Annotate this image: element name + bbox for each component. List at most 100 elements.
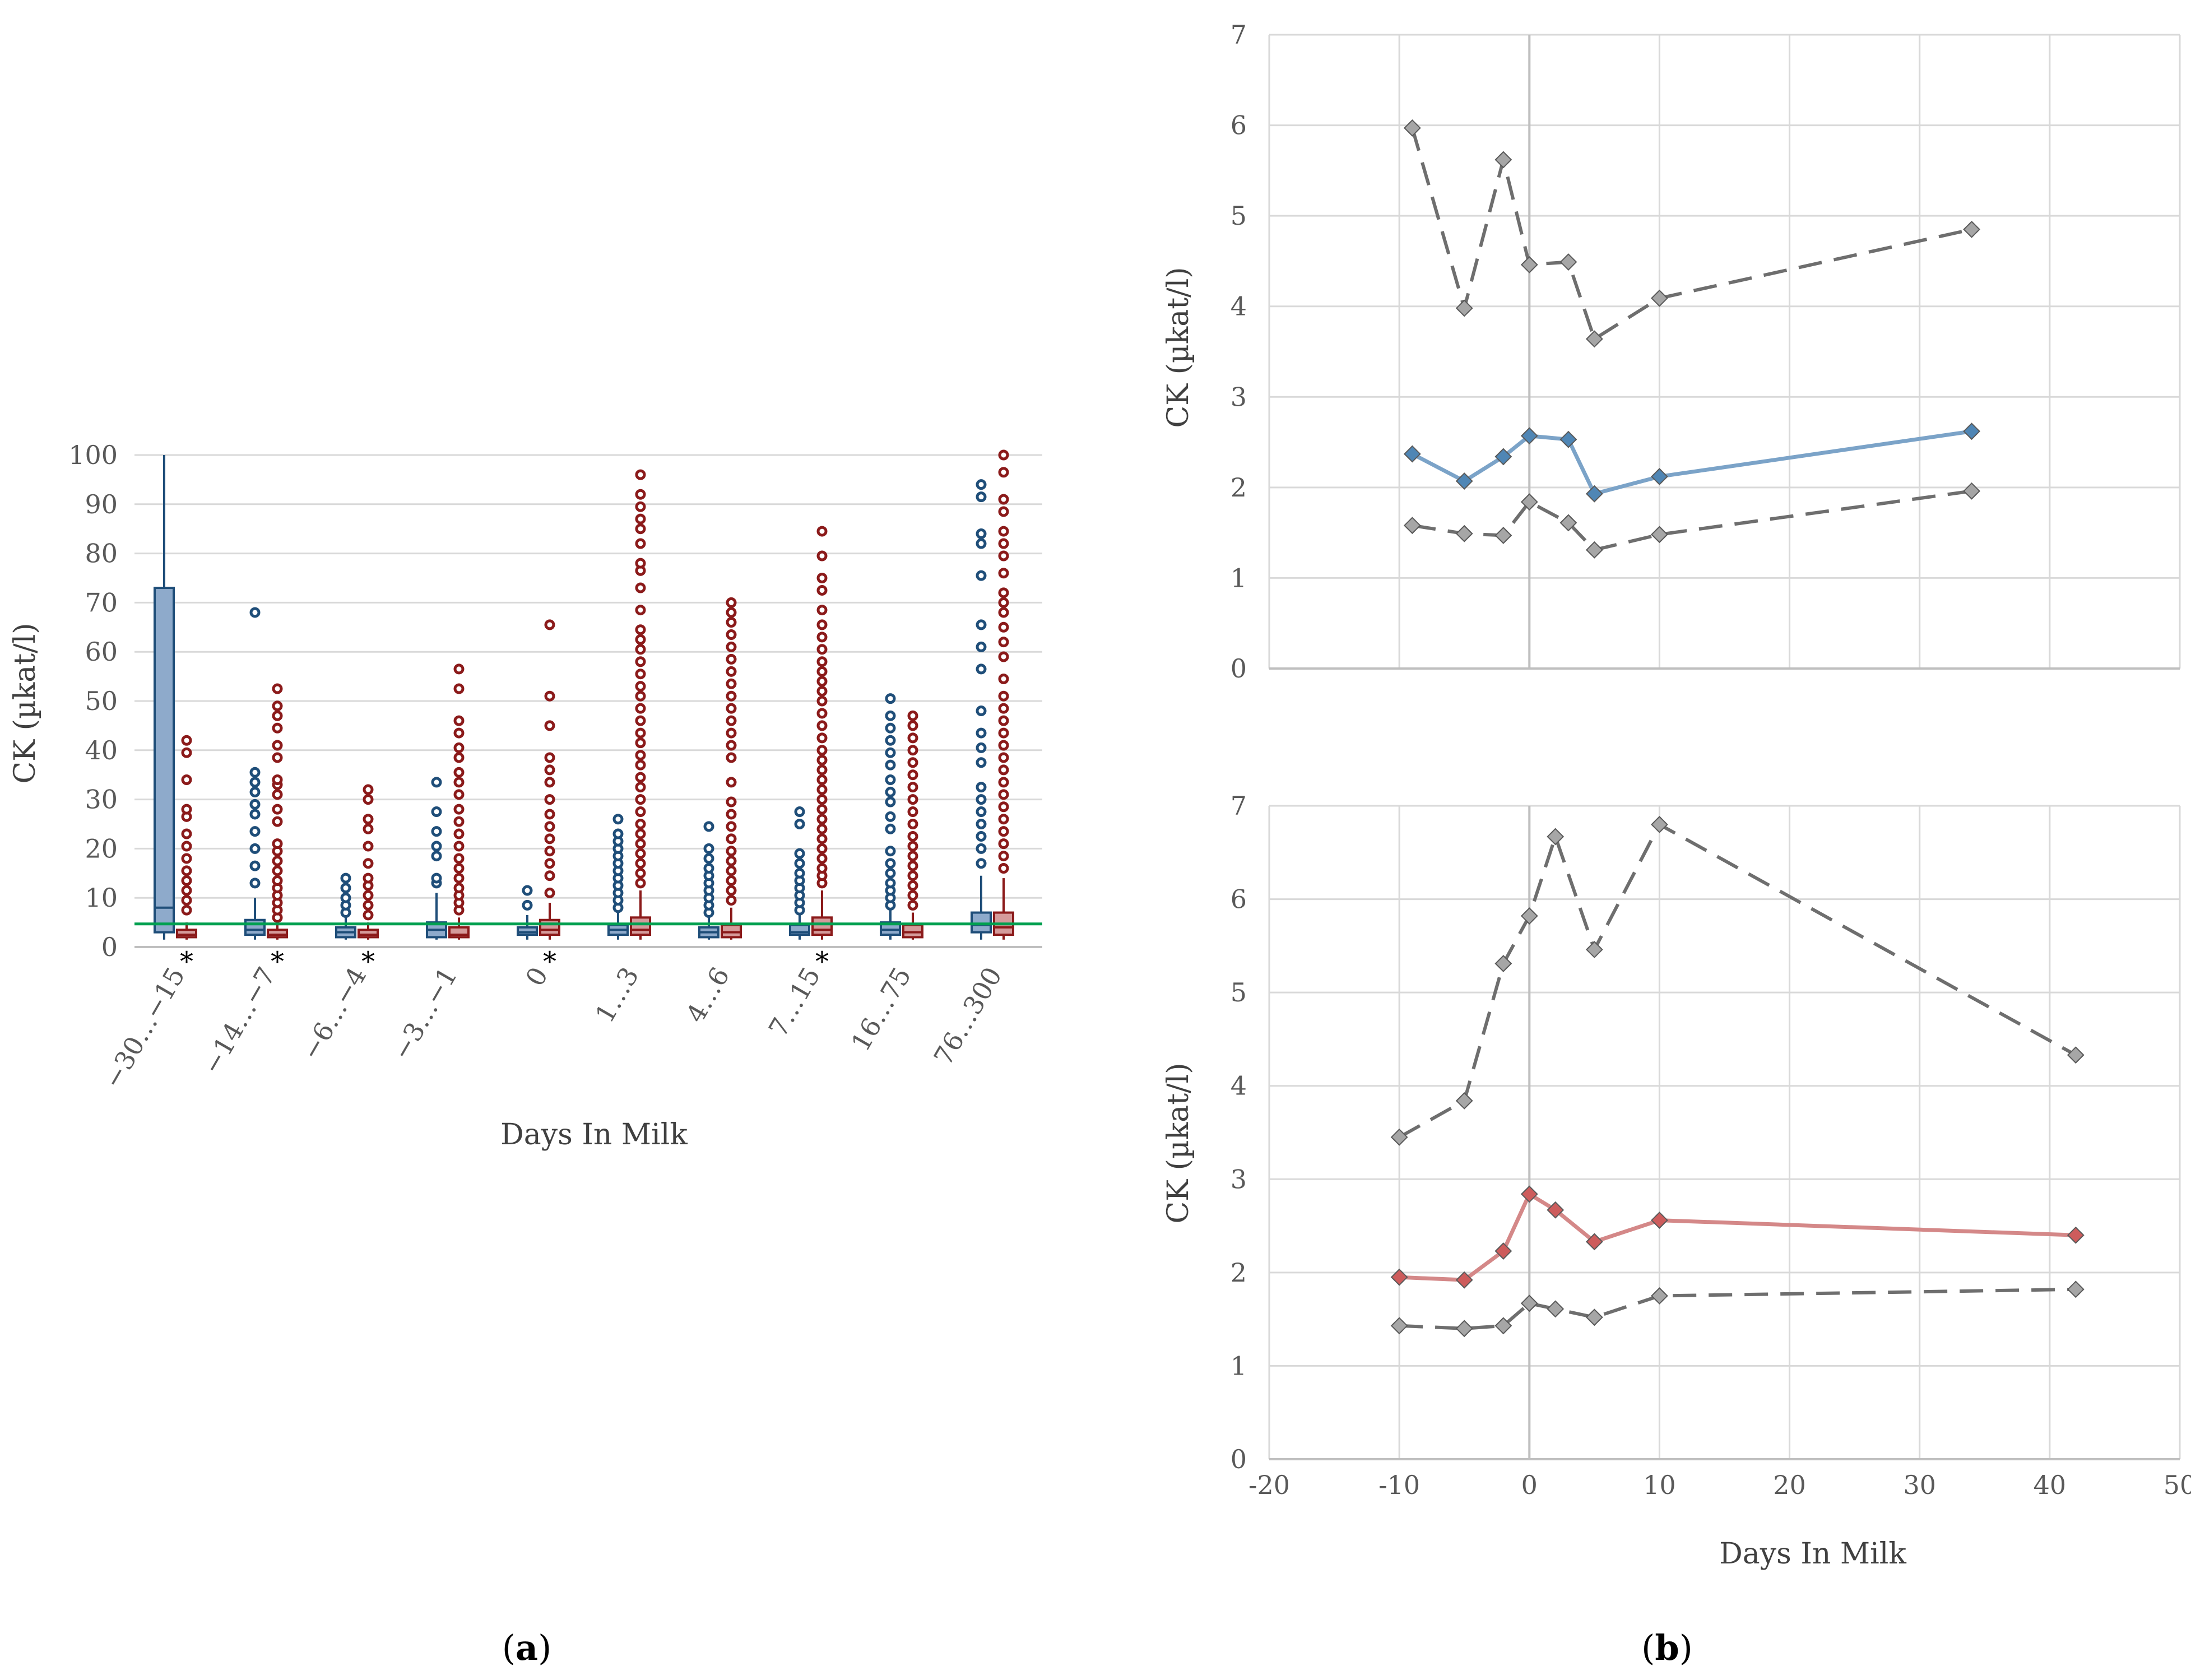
line-chart-bottom: 0 1 2 3 4 5 6 7 -20 -10 0 10 20 30 40 50 CK (µkat/l) D…: [1162, 791, 2191, 1571]
box-outlier: [885, 786, 896, 797]
box-outlier: [816, 550, 828, 561]
boxplot-x-axis-label: Days In Milk: [500, 1118, 688, 1152]
box-group1-7: [789, 806, 810, 940]
y-tick: 5: [1231, 977, 1247, 1008]
box-outlier: [816, 708, 828, 719]
box-outlier: [635, 489, 646, 500]
box-outlier: [907, 890, 918, 901]
box-outlier: [363, 814, 374, 825]
significance-star: *: [180, 946, 193, 977]
box-outlier: [340, 892, 351, 903]
series-marker-lower: [1455, 525, 1473, 542]
series-marker-median: [1547, 1201, 1565, 1219]
box-outlier: [272, 865, 283, 876]
box-outlier: [272, 804, 283, 815]
series-line-lower: [1412, 489, 1972, 552]
box-outlier: [363, 909, 374, 921]
box-body: [244, 918, 266, 936]
series-line-lower: [1399, 1287, 2076, 1330]
box-outlier: [363, 823, 374, 834]
series-marker-lower: [1494, 1317, 1512, 1335]
box-outlier: [431, 851, 442, 862]
series-marker-upper: [1559, 253, 1577, 271]
box-outlier: [998, 814, 1009, 825]
box-group2-0: [176, 735, 197, 940]
significance-star: *: [815, 946, 829, 977]
box-outlier: [726, 821, 737, 832]
series-marker-median: [1403, 445, 1421, 463]
box-outlier: [998, 703, 1009, 714]
box-outlier: [453, 863, 465, 874]
series-line-median: [1411, 429, 1972, 496]
box-outlier: [885, 846, 896, 857]
boxplot-x-tick: 4…6: [680, 962, 735, 1028]
box-outlier: [249, 786, 261, 797]
box-outlier: [907, 841, 918, 852]
box-outlier: [544, 764, 555, 776]
box-body: [880, 921, 901, 936]
box-outlier: [635, 737, 646, 749]
box-body: [154, 587, 175, 934]
box-outlier: [816, 784, 828, 795]
box-outlier: [181, 804, 192, 815]
box-body: [971, 911, 992, 934]
box-outlier: [976, 830, 987, 842]
box-outlier: [703, 853, 714, 864]
series-marker-lower: [1585, 541, 1603, 559]
box-outlier: [907, 860, 918, 871]
box-outlier: [272, 875, 283, 886]
box-outlier: [635, 867, 646, 879]
series-marker-lower: [1494, 527, 1512, 544]
box-outlier: [816, 632, 828, 643]
box-outlier: [976, 528, 987, 539]
box-outlier: [453, 883, 465, 894]
box-outlier: [635, 501, 646, 512]
box-outlier: [816, 619, 828, 630]
significance-star: *: [361, 946, 375, 977]
series-marker-median: [1520, 427, 1538, 445]
x-tick: -20: [1248, 1470, 1290, 1500]
box-outlier: [703, 821, 714, 832]
box-outlier: [726, 895, 737, 906]
y-tick: 3: [1231, 382, 1247, 412]
box-group1-4: [517, 885, 538, 940]
box-outlier: [431, 806, 442, 818]
box-group1-0: [154, 455, 175, 940]
box-outlier: [544, 821, 555, 832]
box-outlier: [998, 801, 1009, 813]
box-outlier: [635, 858, 646, 869]
box-outlier: [726, 846, 737, 857]
panel-label-b: (b): [1641, 1627, 1693, 1668]
box-outlier: [544, 846, 555, 857]
box-outlier: [635, 848, 646, 859]
box-outlier: [635, 772, 646, 783]
box-outlier: [885, 722, 896, 734]
box-outlier: [726, 740, 737, 751]
series-marker-upper: [1520, 256, 1538, 273]
box-outlier: [998, 550, 1009, 561]
box-group1-3: [426, 777, 447, 940]
box-outlier: [816, 863, 828, 874]
box-outlier: [453, 804, 465, 815]
box-outlier: [885, 811, 896, 822]
box-outlier: [976, 570, 987, 581]
boxplot-y-tick: 20: [85, 833, 118, 864]
box-outlier: [907, 819, 918, 829]
box-body: [811, 916, 833, 936]
box-body: [539, 918, 560, 936]
y-tick: 7: [1231, 791, 1247, 821]
box-outlier: [998, 621, 1009, 633]
box-outlier: [544, 752, 555, 763]
box-outlier: [726, 777, 737, 788]
box-outlier: [453, 873, 465, 884]
box-outlier: [431, 826, 442, 837]
box-outlier: [453, 841, 465, 852]
boxplot-y-tick: 40: [85, 735, 118, 765]
boxplot-y-axis-label: CK (µkat/l): [8, 623, 42, 783]
series-marker-median: [2067, 1226, 2085, 1244]
boxplot-y-tick: 60: [85, 637, 118, 667]
series-marker-median: [1390, 1268, 1408, 1286]
box-outlier: [816, 720, 828, 731]
box-outlier: [635, 634, 646, 645]
series-marker-median: [1494, 1242, 1512, 1260]
